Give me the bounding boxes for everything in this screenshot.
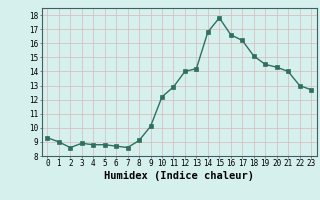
X-axis label: Humidex (Indice chaleur): Humidex (Indice chaleur) [104, 171, 254, 181]
